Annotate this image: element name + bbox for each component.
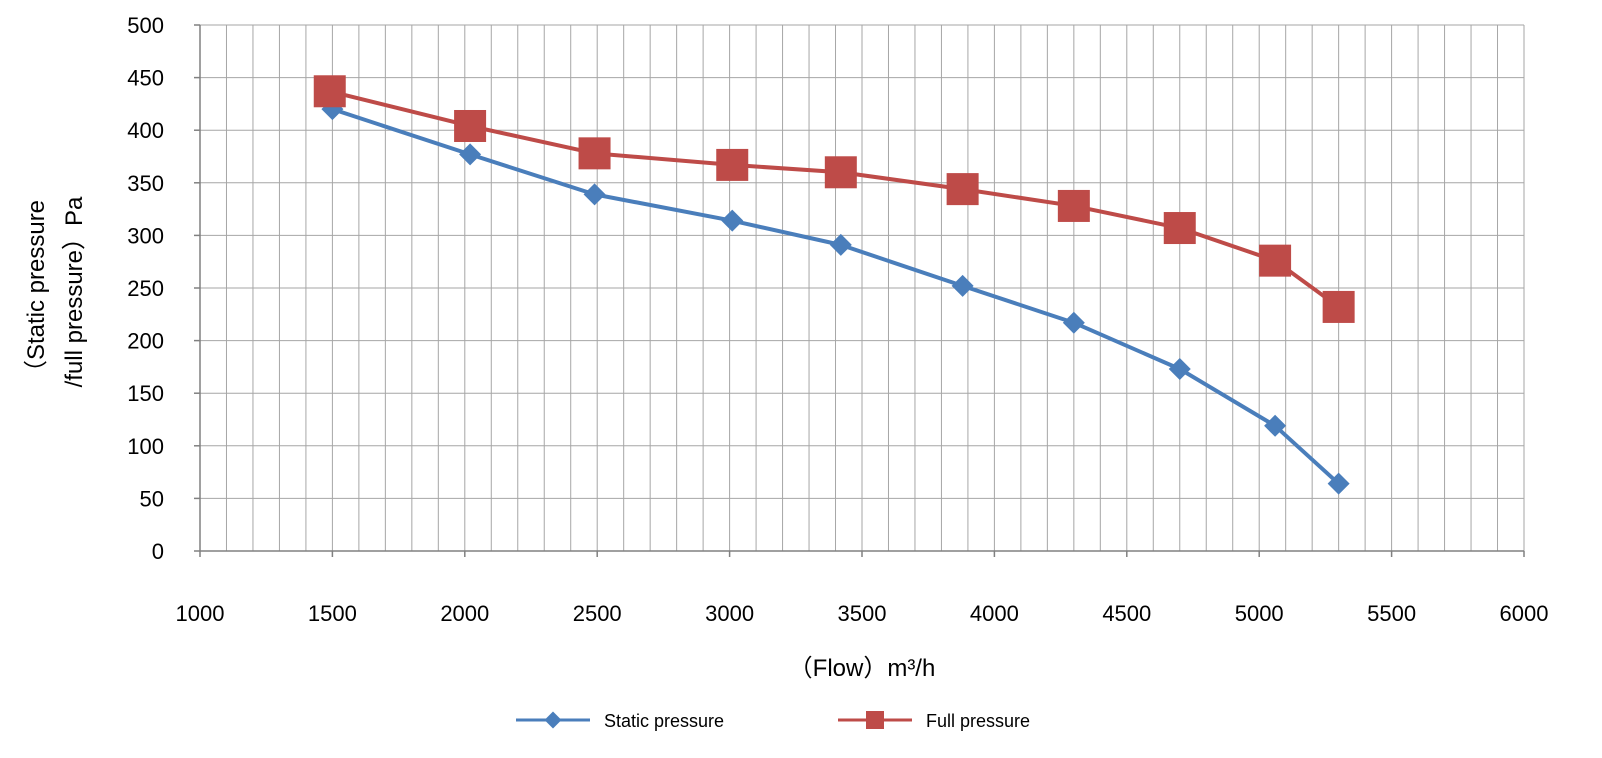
- x-tick-label: 1500: [308, 601, 357, 626]
- y-tick-label: 50: [140, 486, 164, 511]
- y-tick-label: 250: [127, 276, 164, 301]
- point-full-pressure: [1322, 290, 1355, 323]
- legend-marker-full-pressure: [866, 711, 884, 729]
- point-static-pressure: [1168, 358, 1191, 381]
- point-full-pressure: [1259, 244, 1292, 277]
- y-tick-label: 150: [127, 381, 164, 406]
- point-full-pressure: [1163, 212, 1196, 245]
- y-tick-label: 200: [127, 329, 164, 354]
- legend-item-full-pressure: Full pressure: [838, 711, 1030, 731]
- point-full-pressure: [578, 137, 611, 170]
- point-full-pressure: [1057, 189, 1090, 222]
- point-full-pressure: [716, 148, 749, 181]
- y-tick-label: 300: [127, 223, 164, 248]
- x-tick-label: 6000: [1500, 601, 1549, 626]
- legend-marker-static-pressure: [544, 711, 562, 729]
- y-tick-label: 0: [152, 539, 164, 564]
- point-static-pressure: [721, 209, 744, 232]
- x-tick-label: 2500: [573, 601, 622, 626]
- x-tick-label: 3500: [838, 601, 887, 626]
- x-tick-labels: 1000 1500 2000 2500 3000 3500 4000 4500 5000 5500…: [176, 551, 1549, 626]
- point-static-pressure: [1327, 472, 1350, 495]
- point-full-pressure: [946, 173, 979, 206]
- point-static-pressure: [951, 274, 974, 297]
- series-layer: [313, 75, 1355, 495]
- x-tick-label: 5500: [1367, 601, 1416, 626]
- x-axis-title: （Flow）m³/h: [789, 655, 936, 682]
- x-tick-label: 1000: [176, 601, 225, 626]
- x-tick-label: 5000: [1235, 601, 1284, 626]
- legend-label-static-pressure: Static pressure: [604, 711, 724, 731]
- y-tick-label: 400: [127, 118, 164, 143]
- y-tick-labels: 0 50 100 150 200 250 300 350 400 450 500: [127, 13, 200, 564]
- point-full-pressure: [313, 75, 346, 108]
- point-full-pressure: [824, 156, 857, 189]
- point-static-pressure: [459, 143, 482, 166]
- y-axis-title-line-1: （Static pressure: [23, 200, 50, 384]
- point-static-pressure: [1062, 311, 1085, 334]
- y-tick-label: 100: [127, 434, 164, 459]
- y-axis-title-line-2: /full pressure）Pa: [61, 196, 88, 387]
- legend-label-full-pressure: Full pressure: [926, 711, 1030, 731]
- series-line-full-pressure: [329, 89, 1340, 309]
- point-static-pressure: [829, 233, 852, 256]
- series-line-static-pressure: [331, 107, 1340, 486]
- point-static-pressure: [1264, 414, 1287, 437]
- point-full-pressure: [454, 109, 487, 142]
- x-tick-label: 4000: [970, 601, 1019, 626]
- y-tick-label: 450: [127, 66, 164, 91]
- y-tick-label: 350: [127, 171, 164, 196]
- x-tick-label: 3000: [705, 601, 754, 626]
- y-axis-title: （Static pressure /full pressure）Pa: [23, 196, 88, 387]
- series-full-pressure: [313, 75, 1355, 323]
- x-tick-label: 2000: [440, 601, 489, 626]
- x-tick-label: 4500: [1102, 601, 1151, 626]
- y-tick-label: 500: [127, 13, 164, 38]
- legend: Static pressure Full pressure: [516, 711, 1030, 731]
- legend-item-static-pressure: Static pressure: [516, 711, 724, 731]
- point-static-pressure: [583, 183, 606, 206]
